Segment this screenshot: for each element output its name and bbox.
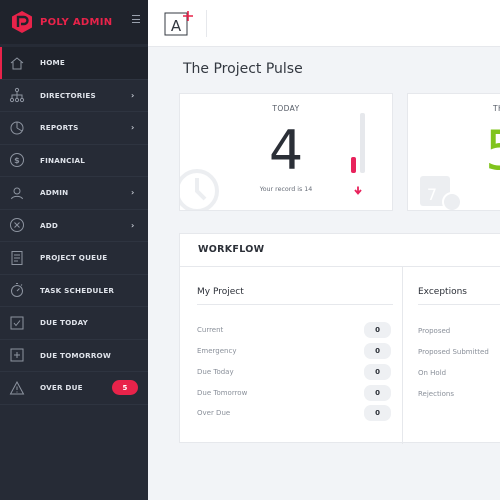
close-circle-icon: [10, 218, 24, 233]
row-label: Proposed Submitted: [418, 348, 489, 356]
record-text: Your record is 14: [259, 186, 313, 193]
my-project-title: My Project: [197, 287, 244, 297]
sidebar-item-label: PROJECT QUEUE: [40, 253, 108, 263]
svg-text:7: 7: [427, 185, 437, 204]
dollar-icon: $: [10, 153, 24, 168]
page-title: The Project Pulse: [183, 61, 303, 77]
brand-name: POLY ADMIN: [40, 16, 113, 28]
document-icon: [11, 250, 23, 265]
user-icon: [11, 187, 23, 199]
workflow-divider: [402, 267, 403, 444]
sitemap-icon: [9, 88, 25, 103]
a-plus-logo-icon[interactable]: A: [164, 10, 194, 36]
record-bar-track: [360, 113, 365, 173]
row-count[interactable]: 0: [364, 343, 391, 359]
sidebar-item-label: OVER DUE: [40, 383, 83, 393]
tomorrow-card: 7 TH 5: [407, 93, 500, 211]
chevron-right-icon: ›: [131, 90, 135, 100]
sidebar-item-label: FINANCIAL: [40, 155, 86, 165]
sidebar-item-label: ADMIN: [40, 188, 69, 198]
svg-text:A: A: [171, 17, 182, 35]
row-count[interactable]: 0: [364, 364, 391, 380]
checkbox-icon: [10, 316, 24, 330]
sidebar-item-label: DUE TOMORROW: [40, 350, 111, 360]
arrow-down-icon: [354, 186, 362, 195]
sidebar-item-task-scheduler[interactable]: TASK SCHEDULER: [0, 275, 148, 307]
sidebar-item-home[interactable]: HOME: [0, 47, 148, 80]
my-project-underline: [197, 304, 393, 305]
row-label: Rejections: [418, 390, 455, 398]
header-divider: [206, 10, 207, 37]
row-count[interactable]: 0: [364, 385, 391, 401]
pie-chart-icon: [10, 121, 24, 135]
row-label: On Hold: [418, 369, 447, 377]
sidebar-item-label: REPORTS: [40, 123, 79, 133]
sidebar-item-label: HOME: [40, 58, 65, 68]
tomorrow-count: 5: [485, 121, 500, 181]
row-label: Proposed: [418, 327, 451, 335]
row-label: Current: [197, 326, 224, 334]
exceptions-underline: [418, 304, 500, 305]
row-count[interactable]: 0: [364, 322, 391, 338]
chevron-right-icon: ›: [131, 188, 135, 198]
exceptions-title: Exceptions: [418, 287, 467, 297]
sidebar-item-label: ADD: [40, 220, 59, 230]
today-card: TODAY 4 Your record is 14: [179, 93, 393, 211]
sidebar-item-due-tomorrow[interactable]: DUE TOMORROW: [0, 340, 148, 372]
chevron-right-icon: ›: [131, 123, 135, 133]
row-label: Emergency: [197, 347, 237, 355]
plus-box-icon: [10, 348, 24, 362]
row-label: Due Today: [197, 368, 234, 376]
workflow-header: WORKFLOW: [180, 234, 500, 267]
calendar-icon: 7: [420, 176, 462, 210]
record-bar-fill: [351, 157, 356, 173]
poly-logo-icon: [12, 11, 32, 33]
hamburger-icon[interactable]: [132, 15, 140, 26]
workflow-title: WORKFLOW: [198, 244, 265, 255]
sidebar-item-directories[interactable]: DIRECTORIES ›: [0, 80, 148, 112]
chevron-right-icon: ›: [131, 220, 135, 230]
sidebar-item-admin[interactable]: ADMIN ›: [0, 177, 148, 210]
row-count[interactable]: 0: [364, 405, 391, 421]
workflow-card: WORKFLOW My Project Current 0 Emergency …: [179, 233, 500, 444]
svg-text:$: $: [14, 156, 20, 165]
clock-icon: [180, 169, 219, 210]
row-label: Over Due: [197, 409, 231, 417]
row-label: Due Tomorrow: [197, 389, 248, 397]
sidebar-item-due-today[interactable]: DUE TODAY: [0, 307, 148, 340]
sidebar-item-add[interactable]: ADD ›: [0, 210, 148, 242]
sidebar-item-label: DUE TODAY: [40, 318, 89, 328]
sidebar-item-project-queue[interactable]: PROJECT QUEUE: [0, 242, 148, 275]
sidebar-item-label: DIRECTORIES: [40, 90, 96, 100]
sidebar: POLY ADMIN HOME DIRECTORIES › REPORTS › …: [0, 0, 148, 500]
warning-icon: [9, 380, 25, 395]
sidebar-item-label: TASK SCHEDULER: [40, 285, 115, 295]
over-due-badge: 5: [112, 380, 138, 396]
brand[interactable]: POLY ADMIN: [0, 0, 148, 44]
sidebar-item-financial[interactable]: $ FINANCIAL: [0, 145, 148, 177]
top-header: A: [148, 0, 500, 47]
sidebar-item-over-due[interactable]: OVER DUE 5: [0, 372, 148, 405]
sidebar-nav: HOME DIRECTORIES › REPORTS › $ FINANCIAL…: [0, 47, 148, 405]
tomorrow-label: TH: [493, 104, 500, 113]
today-count: 4: [268, 119, 304, 182]
stopwatch-icon: [11, 283, 23, 298]
today-label: TODAY: [272, 104, 300, 113]
sidebar-item-reports[interactable]: REPORTS ›: [0, 112, 148, 145]
home-icon: [10, 57, 24, 70]
